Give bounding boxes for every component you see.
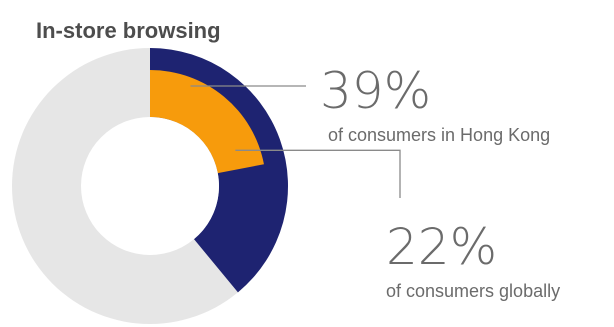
callout-leaders bbox=[190, 85, 401, 198]
ring-inner-value-label: 22% bbox=[386, 218, 497, 276]
donut-hole bbox=[81, 117, 219, 255]
ring-outer-value-label: 39% bbox=[320, 62, 431, 120]
chart-title: In-store browsing bbox=[36, 18, 221, 43]
ring-outer-description: of consumers in Hong Kong bbox=[328, 125, 550, 145]
donut-rings bbox=[12, 48, 289, 324]
ring-inner-arc bbox=[150, 70, 264, 174]
leader-line-inner bbox=[235, 149, 401, 198]
ring-inner-description: of consumers globally bbox=[386, 281, 560, 301]
